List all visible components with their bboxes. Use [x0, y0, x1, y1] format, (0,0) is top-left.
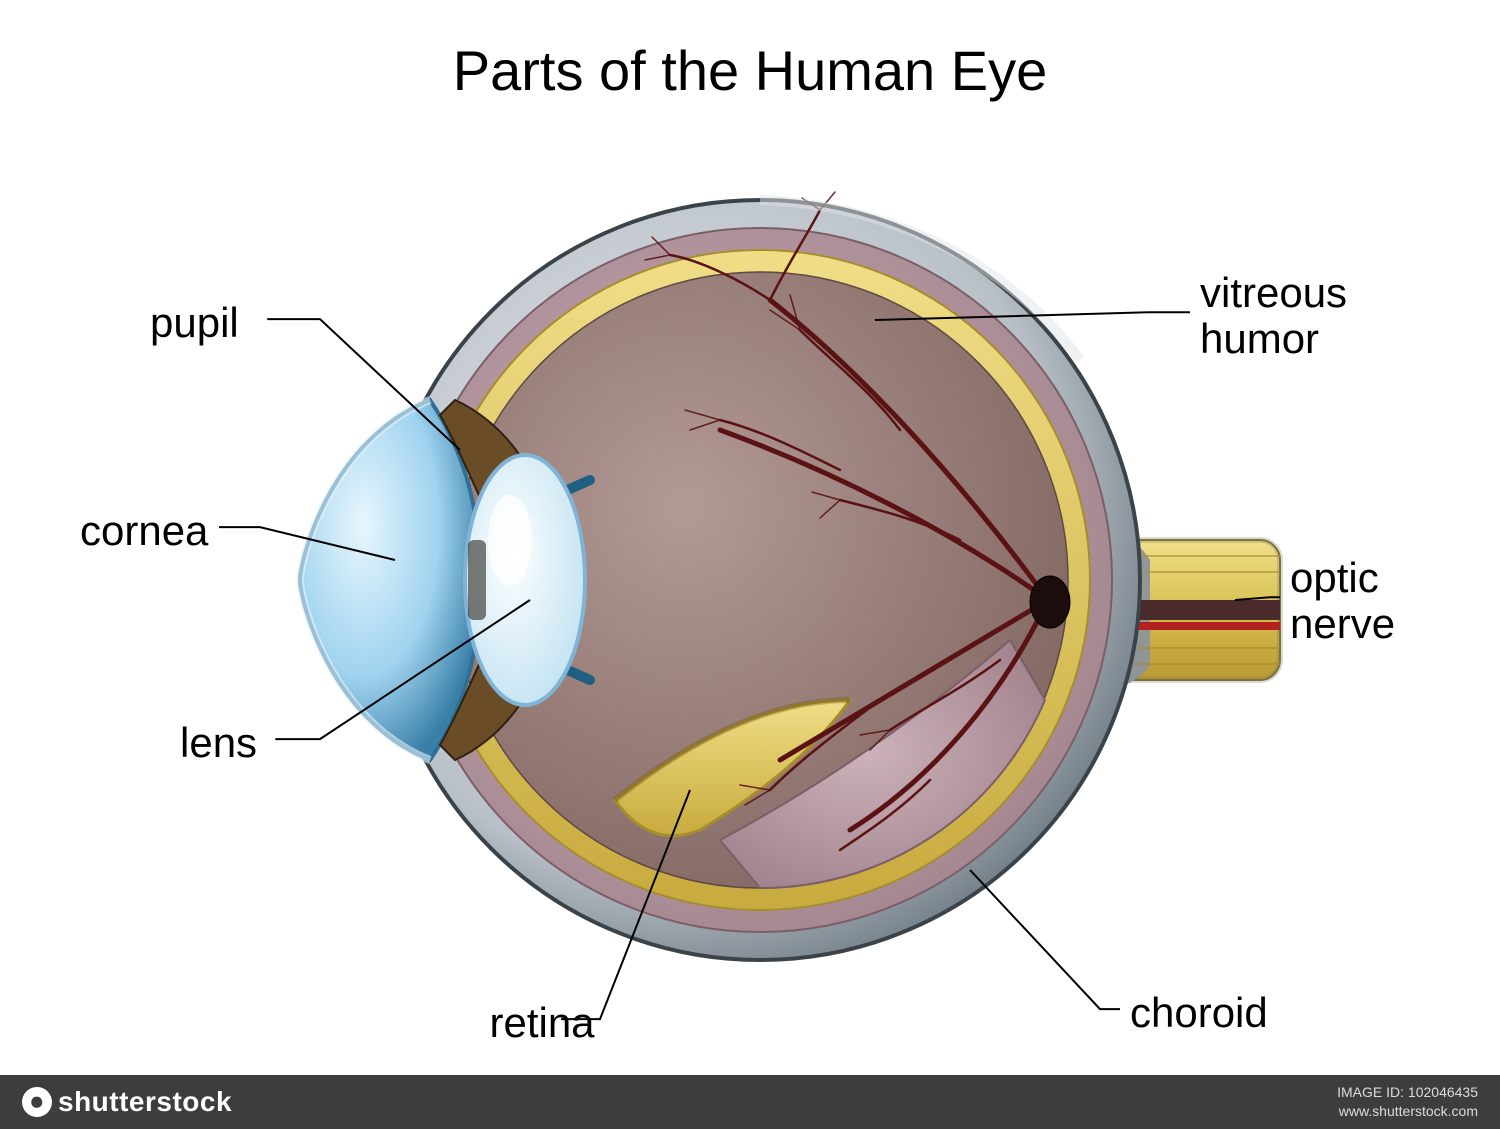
diagram-stage: { "canvas": { "width": 1500, "height": 1…: [0, 0, 1500, 1129]
footer-logo: ⏺ shutterstock: [22, 1086, 232, 1118]
footer-site: www.shutterstock.com: [1337, 1102, 1478, 1121]
cornea-shape: [300, 400, 480, 760]
leader-choroid: [970, 870, 1120, 1009]
label-retina: retina: [489, 1000, 594, 1046]
footer-brand: shutterstock: [58, 1086, 232, 1118]
diagram-title: Parts of the Human Eye: [0, 38, 1500, 103]
footer-meta: IMAGE ID: 102046435 www.shutterstock.com: [1337, 1083, 1478, 1121]
footer-bar: ⏺ shutterstock IMAGE ID: 102046435 www.s…: [0, 1075, 1500, 1129]
shutterstock-icon: ⏺: [22, 1087, 52, 1117]
label-optic-nerve: optic nerve: [1290, 555, 1395, 647]
label-pupil: pupil: [150, 300, 239, 346]
label-vitreous-humor: vitreous humor: [1200, 270, 1347, 362]
footer-image-id-label: IMAGE ID:: [1337, 1084, 1404, 1100]
eye-diagram-svg: [0, 0, 1500, 1129]
label-lens: lens: [180, 720, 257, 766]
label-cornea: cornea: [80, 508, 208, 554]
footer-image-id: 102046435: [1408, 1084, 1478, 1100]
label-choroid: choroid: [1130, 990, 1268, 1036]
